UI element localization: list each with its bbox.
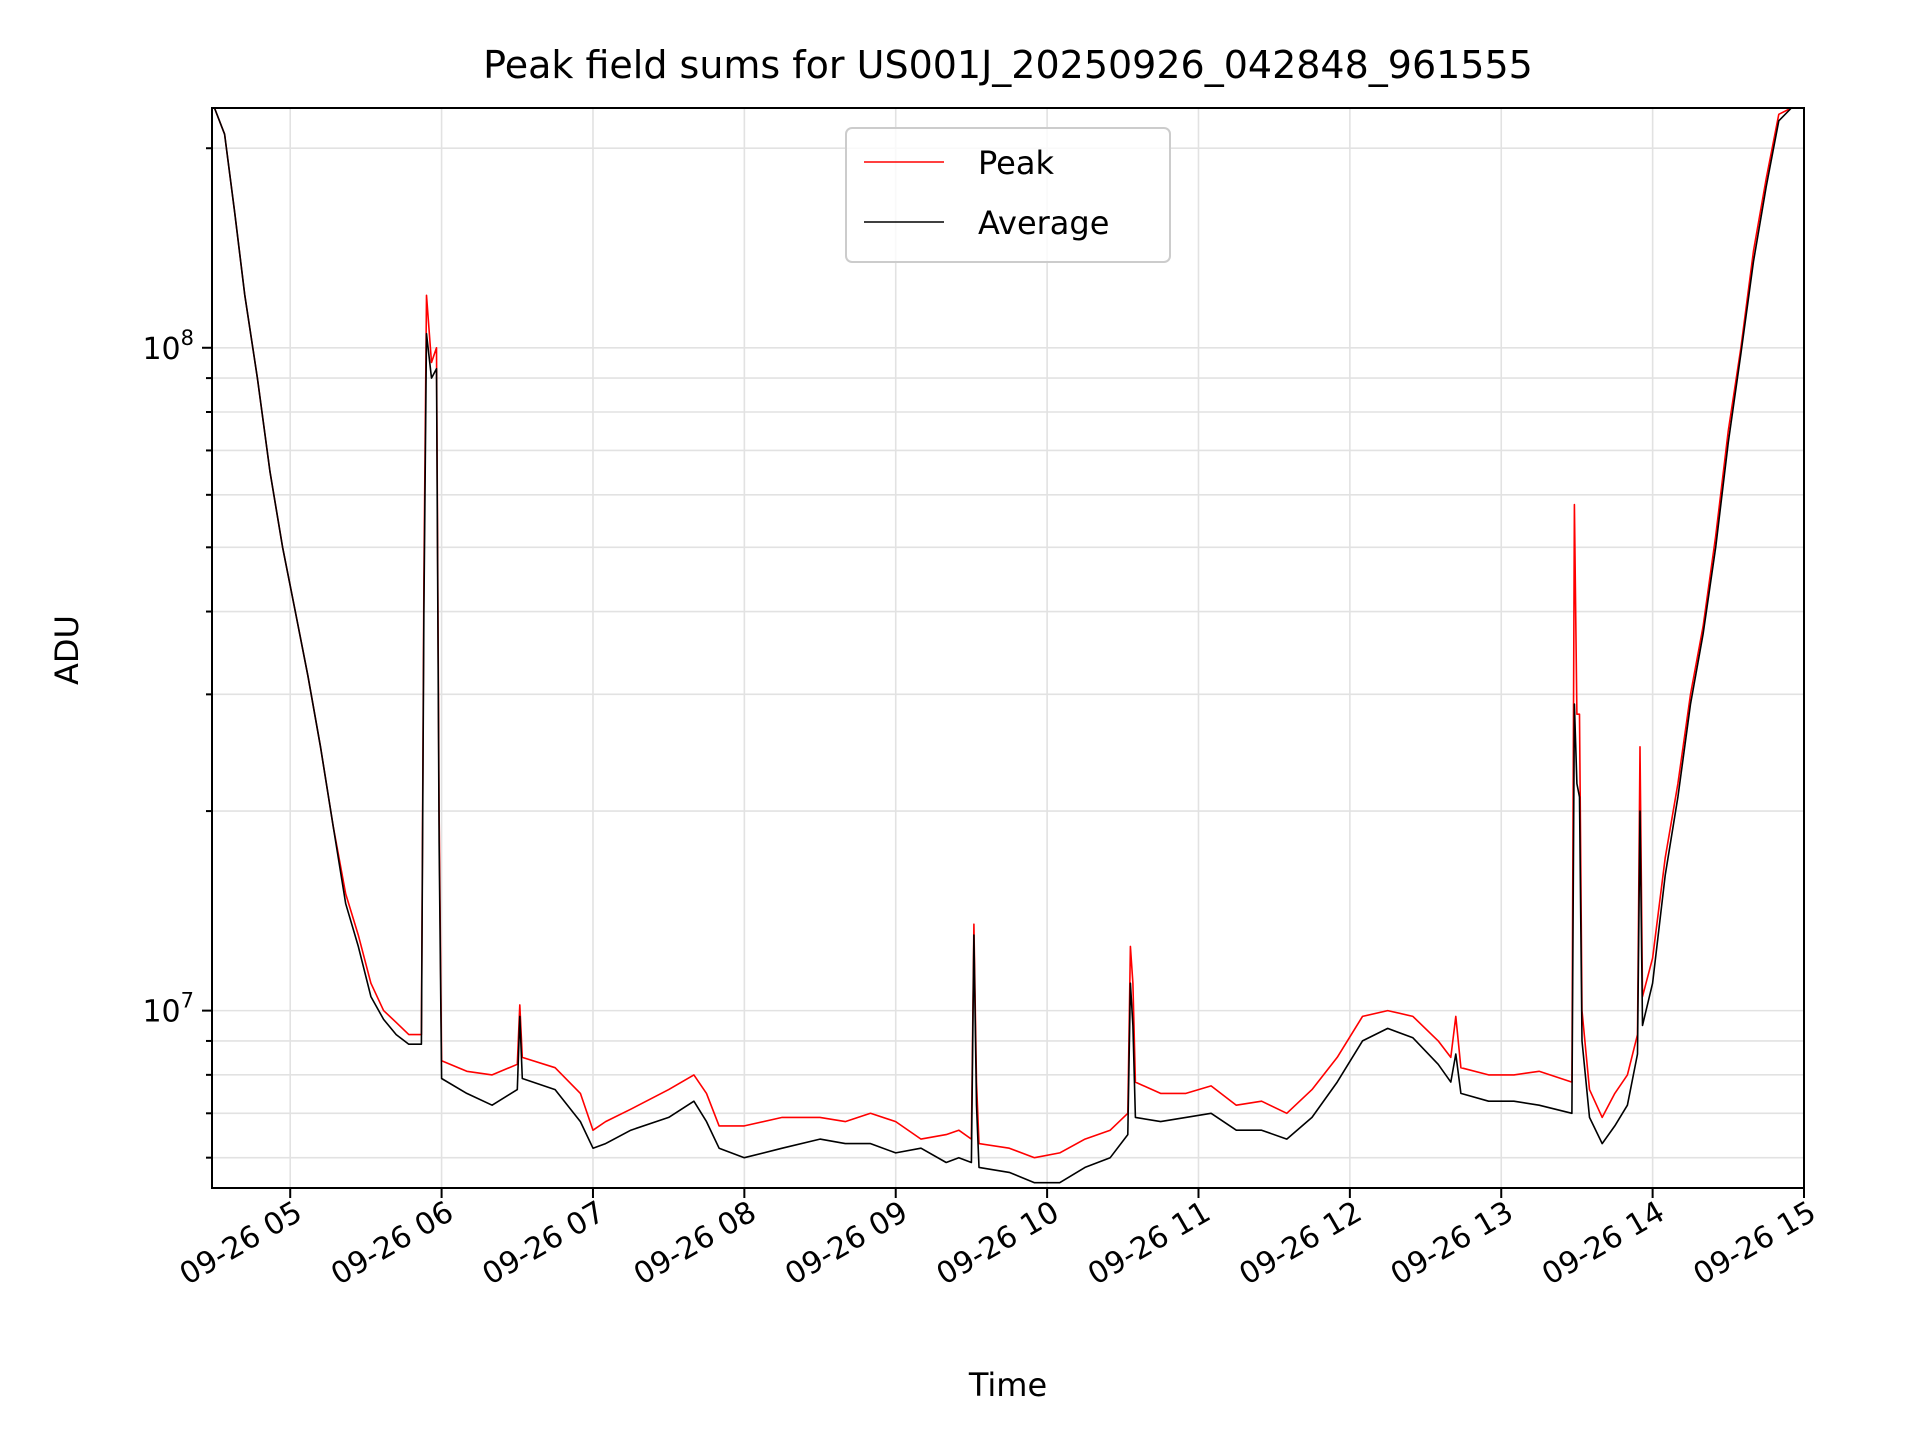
legend: Peak Average (845, 127, 1171, 263)
y-axis-label: ADU (48, 615, 86, 685)
legend-label-peak: Peak (978, 144, 1054, 182)
y-tick-label: 108 (142, 326, 194, 367)
plot-area (213, 107, 1804, 1184)
axes-frame (211, 107, 1805, 1189)
legend-label-average: Average (978, 204, 1109, 242)
y-axis: 107 108 (142, 147, 212, 1159)
series-line-average (213, 107, 1804, 1184)
chart-title: Peak field sums for US001J_20250926_0428… (483, 43, 1533, 87)
x-axis-label: Time (968, 1366, 1047, 1404)
y-tick-label: 107 (142, 989, 194, 1030)
